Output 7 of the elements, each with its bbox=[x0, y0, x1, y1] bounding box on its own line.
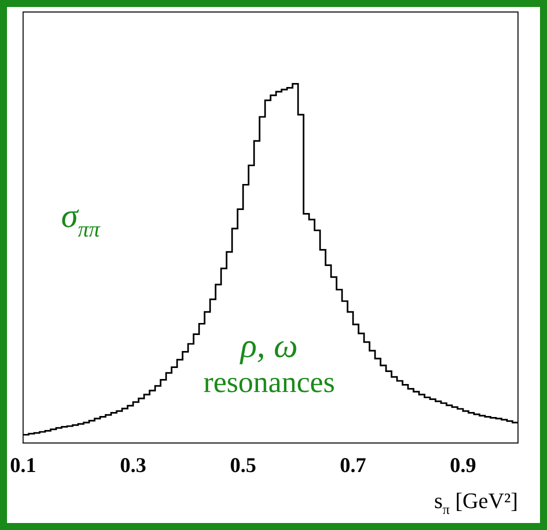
x-tick-label: 0.1 bbox=[10, 453, 36, 478]
x-tick-label: 0.3 bbox=[120, 453, 146, 478]
annotation: resonances bbox=[203, 366, 335, 399]
x-tick-label: 0.9 bbox=[450, 453, 476, 478]
x-tick-label: 0.5 bbox=[230, 453, 256, 478]
x-tick-label: 0.7 bbox=[340, 453, 366, 478]
annotation: ρ, ω bbox=[239, 328, 298, 365]
